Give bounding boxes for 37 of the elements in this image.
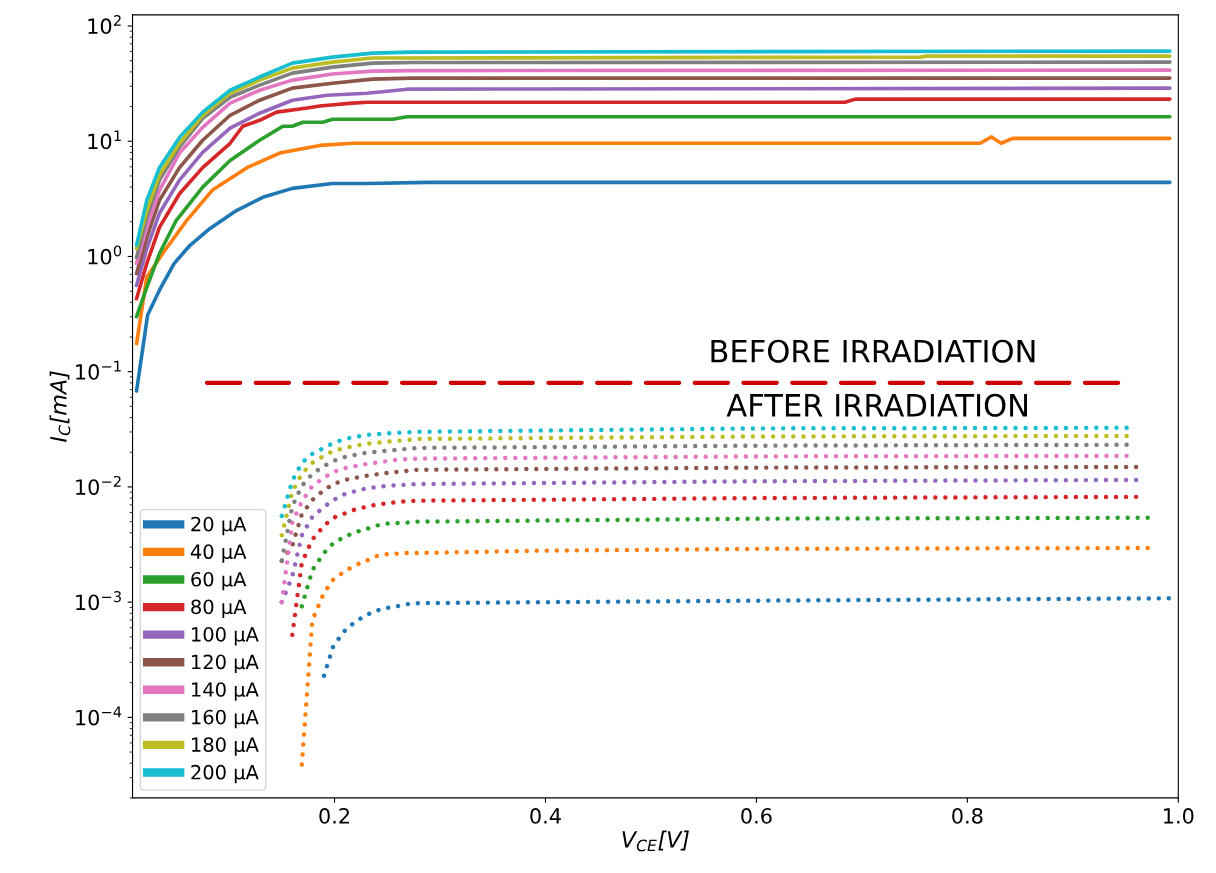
line-series xyxy=(134,114,1172,319)
legend-label: 80 μA xyxy=(191,599,247,618)
line-series xyxy=(279,464,1139,564)
legend-label: 160 μA xyxy=(192,709,259,729)
x-axis-title: V$_{CE}$[V] xyxy=(622,830,689,852)
legend-label: 200 μA xyxy=(191,764,259,784)
line-series xyxy=(279,453,1129,605)
x-tick-label: 0.2 xyxy=(319,808,349,824)
line-series xyxy=(134,180,1172,393)
annotation: BEFORE IRRADIATION xyxy=(711,339,1035,363)
line-series xyxy=(279,442,1129,563)
annotation: AFTER IRRADIATION xyxy=(726,393,1027,417)
legend-label: 100 μA xyxy=(192,627,259,646)
line-series xyxy=(290,494,1139,638)
x-tick-label: 1.0 xyxy=(1164,808,1194,824)
line-series xyxy=(279,433,1129,538)
legend-label: 20 μA xyxy=(191,516,247,536)
legend-label: 120 μA xyxy=(192,654,259,674)
x-tick-label: 0.6 xyxy=(741,808,772,824)
line-series xyxy=(321,596,1172,678)
y-tick-label: 10$^{2}$ xyxy=(88,14,121,35)
y-axis-title: I$_{C}$[mA] xyxy=(49,371,71,443)
legend-label: 140 μA xyxy=(192,682,259,701)
y-tick-label: 10$^{1}$ xyxy=(88,130,121,150)
legend-label: 40 μA xyxy=(190,544,247,563)
line-series xyxy=(299,545,1150,767)
y-tick-label: 10$^{−3}$ xyxy=(76,591,121,611)
y-tick-label: 10$^{0}$ xyxy=(88,245,122,265)
line-series xyxy=(279,425,1129,519)
legend-label: 180 μA xyxy=(192,737,259,756)
y-tick-label: 10$^{−1}$ xyxy=(76,360,121,380)
x-tick-label: 0.4 xyxy=(530,808,561,824)
y-tick-label: 10$^{−2}$ xyxy=(76,475,121,495)
line-series xyxy=(299,515,1150,609)
legend-label: 60 μA xyxy=(191,571,247,591)
y-tick-label: 10$^{−4}$ xyxy=(76,706,122,726)
x-tick-label: 0.8 xyxy=(952,808,983,824)
